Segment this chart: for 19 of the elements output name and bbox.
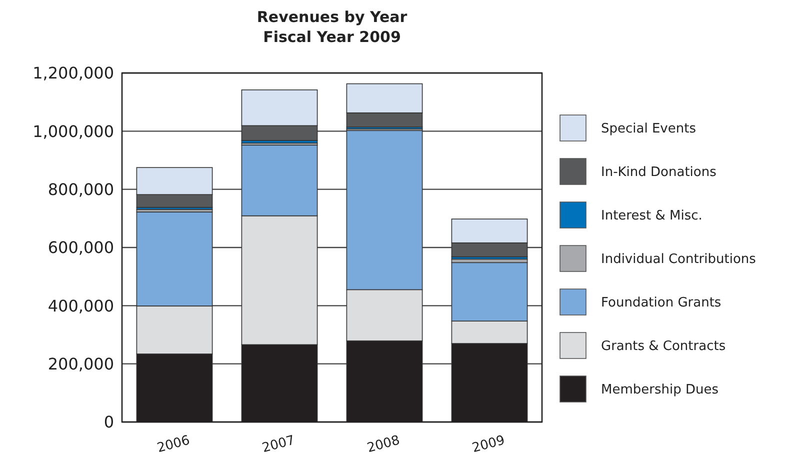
x-tick-label: 2009: [470, 433, 507, 456]
legend-label: Membership Dues: [601, 382, 719, 398]
y-tick-label: 0: [104, 412, 114, 432]
y-tick-label: 1,200,000: [32, 64, 114, 83]
legend-label: Foundation Grants: [601, 296, 722, 311]
y-tick-label: 800,000: [48, 180, 114, 199]
y-tick-label: 600,000: [48, 238, 114, 258]
legend-label: Special Events: [601, 122, 696, 137]
y-tick-label: 400,000: [48, 296, 114, 316]
legend-label: In-Kind Donations: [601, 165, 717, 180]
legend-label: Interest & Misc.: [601, 208, 702, 224]
legend-label: Individual Contributions: [601, 252, 756, 268]
y-tick-label: 1,000,000: [32, 122, 114, 141]
y-tick-label: 200,000: [48, 354, 114, 374]
chart-title: Revenues by Year Fiscal Year 2009: [256, 8, 408, 46]
x-tick-label: 2007: [260, 433, 297, 456]
legend-label: Grants & Contracts: [601, 339, 726, 354]
x-tick-label: 2006: [156, 433, 192, 456]
x-tick-label: 2008: [366, 433, 402, 456]
